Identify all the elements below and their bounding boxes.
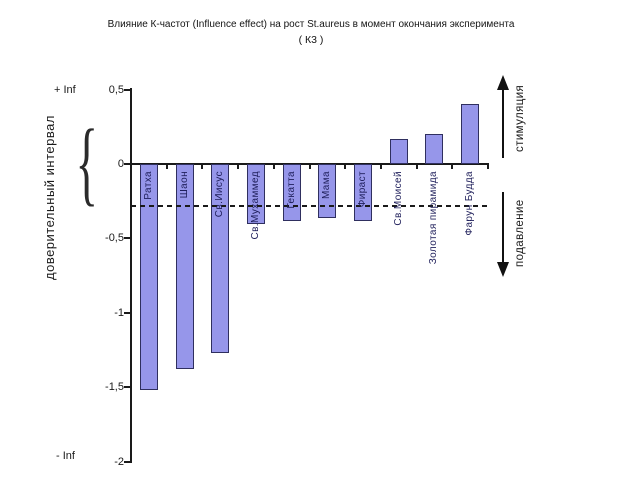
y-tick-label: -0,5 — [105, 232, 124, 244]
y-tick-label: 0 — [117, 158, 124, 170]
bar — [318, 164, 336, 218]
ci-lower-bound-dashed-line — [131, 205, 489, 207]
y-tick-label: -1 — [114, 307, 124, 319]
y-tick — [124, 312, 130, 314]
y-tick — [124, 386, 130, 388]
y-tick-label: -1,5 — [105, 381, 124, 393]
y-axis-title: доверительный интервал — [42, 115, 57, 281]
category-label: Шаон — [179, 171, 190, 199]
bar — [140, 164, 158, 390]
bar — [390, 139, 408, 164]
x-tick — [237, 165, 239, 169]
bar — [461, 104, 479, 164]
bar — [425, 134, 443, 164]
plus-infinity-label: + Inf — [54, 84, 76, 96]
x-tick — [416, 165, 418, 169]
y-tick-label: 0,5 — [108, 84, 124, 96]
x-tick — [487, 165, 489, 169]
x-tick — [309, 165, 311, 169]
minus-infinity-label: - Inf — [56, 450, 75, 462]
category-label: Св.Моисей — [393, 171, 404, 226]
y-tick — [124, 461, 130, 463]
x-tick — [273, 165, 275, 169]
y-tick-label: -2 — [114, 456, 124, 468]
y-tick — [124, 89, 130, 91]
chart-subtitle: ( К3 ) — [298, 34, 324, 46]
confidence-interval-brace: { — [75, 111, 99, 215]
category-label: Фарун Будда — [464, 171, 475, 236]
x-tick — [130, 165, 132, 169]
value-axis-line — [130, 88, 132, 463]
category-label: Св.Мухаммед — [250, 171, 261, 240]
suppression-label: подавление — [514, 199, 526, 267]
bar — [211, 164, 229, 353]
x-tick — [344, 165, 346, 169]
category-label: Ратха — [143, 171, 154, 200]
y-tick — [124, 163, 130, 165]
category-label: Мама — [321, 171, 332, 200]
bar — [176, 164, 194, 369]
category-label: Золотая пирамида — [428, 171, 439, 265]
y-tick — [124, 237, 130, 239]
category-axis-line — [130, 163, 489, 165]
category-label: Гекатта — [286, 171, 297, 209]
down-arrow-icon — [497, 192, 509, 277]
category-label: Фираст — [357, 171, 368, 208]
stimulation-label: стимуляция — [514, 84, 526, 152]
category-label: Св.Иисус — [214, 171, 225, 218]
bar — [247, 164, 265, 224]
x-tick — [166, 165, 168, 169]
up-arrow-icon — [497, 75, 509, 158]
x-tick — [451, 165, 453, 169]
x-tick — [380, 165, 382, 169]
chart-title: Влияние К-частот (Influence effect) на р… — [107, 19, 515, 30]
x-tick — [201, 165, 203, 169]
